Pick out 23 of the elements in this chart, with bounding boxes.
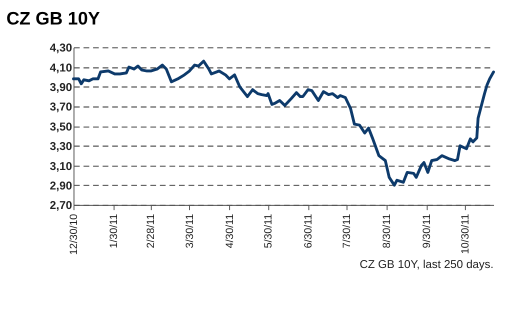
x-tick-label: 1/30/11	[108, 214, 120, 248]
x-tick-label: 4/30/11	[224, 214, 236, 248]
x-tick-label: 9/30/11	[420, 214, 433, 248]
text: CZ GB 10Y, last 250 days.	[360, 258, 494, 271]
y-tick-label: 2,70	[50, 200, 72, 212]
x-tick-label: 7/30/11	[341, 214, 353, 248]
x-tick-label: 2/28/11	[145, 214, 158, 248]
x-tick-label: 12/30/10	[68, 214, 80, 255]
y-tick-label: 3,70	[50, 102, 72, 114]
line-series	[72, 60, 495, 187]
y-tick-label: 3,30	[50, 141, 72, 154]
x-tick-label: 6/30/11	[302, 214, 314, 248]
y-tick-label: 3,90	[50, 82, 72, 94]
x-tick-label: 8/30/11	[380, 214, 393, 248]
y-tick-label: 4,30	[50, 42, 72, 55]
y-tick-label: 3,50	[50, 121, 72, 134]
x-tick-label: 3/30/11	[184, 214, 196, 248]
x-tick-label: 10/30/11	[460, 214, 472, 254]
y-tick-label: 2,90	[50, 180, 72, 192]
chart-title: CZ GB 10Y	[6, 8, 100, 28]
y-tick-label: 3,10	[50, 160, 72, 173]
x-tick-label: 5/30/11	[262, 214, 274, 248]
y-tick-label: 4,10	[50, 62, 72, 74]
